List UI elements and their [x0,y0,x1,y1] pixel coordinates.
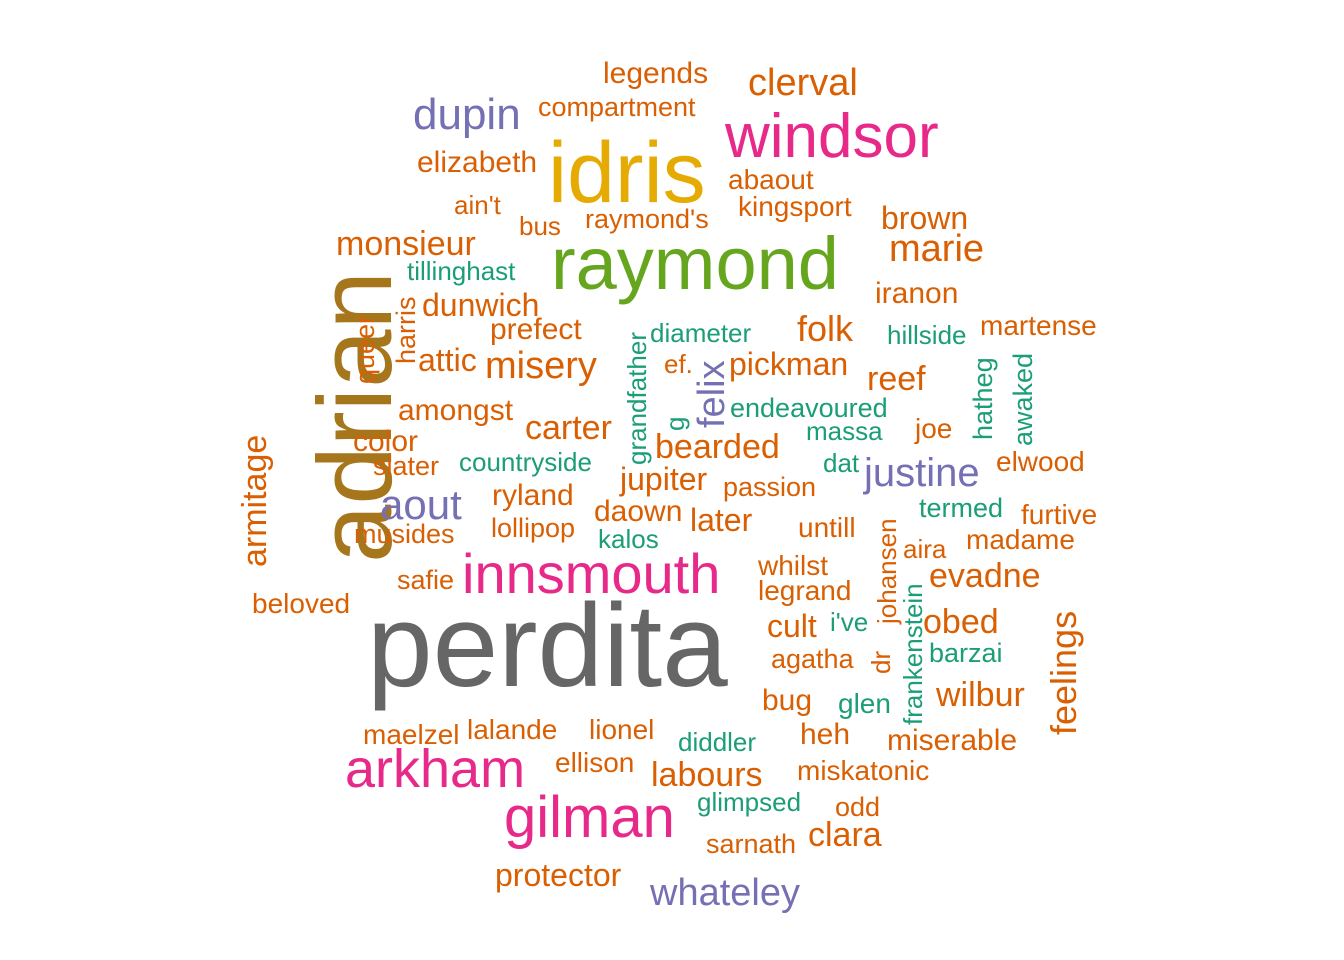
word-glen: glen [838,688,891,719]
word-arkham: arkham [345,739,526,799]
word-kingsport: kingsport [738,191,852,222]
word-whilst: whilst [758,550,829,581]
word-clara: clara [808,816,882,854]
word-barzai: barzai [929,638,1003,668]
word-furtive: furtive [1021,499,1098,530]
word-grandfather: grandfather [622,332,652,465]
word-amongst: amongst [398,394,514,427]
word-raymond: raymond [551,222,839,305]
word-carter: carter [525,409,612,447]
word-legends: legends [603,57,709,90]
word-joe: joe [915,413,953,444]
word-madame: madame [966,524,1075,555]
word-maelzel: maelzel [363,719,460,750]
word-cult: cult [767,608,817,644]
word-gilman: gilman [504,785,675,850]
word-brown: brown [881,200,969,236]
word-tillinghast: tillinghast [407,256,516,286]
word-countryside: countryside [459,447,592,477]
word-bus: bus [519,211,561,241]
word-daown: daown [594,495,683,528]
word-sarnath: sarnath [706,829,797,859]
word-ive: i've [830,607,869,637]
word-diameter: diameter [650,318,752,348]
word-reef: reef [867,360,926,398]
word-aout: aout [380,481,462,528]
word-abaout: abaout [728,164,814,195]
word-compartment: compartment [538,92,696,122]
word-folk: folk [797,308,854,349]
word-endeavoured: endeavoured [730,393,888,423]
word-armitage: armitage [236,434,274,567]
word-labours: labours [651,756,763,794]
word-felix: felix [691,360,733,428]
word-wilbur: wilbur [936,676,1025,714]
word-whateley: whateley [650,872,800,914]
word-miserable: miserable [887,724,1018,757]
word-bug: bug [762,684,813,717]
word-elwood: elwood [996,446,1085,477]
word-obed: obed [923,603,999,641]
word-passion: passion [723,472,817,502]
word-iranon: iranon [875,277,959,310]
word-slater: slater [373,451,440,481]
word-johansen: johansen [872,518,902,624]
word-clerval: clerval [748,62,858,104]
word-lionel: lionel [589,714,655,745]
word-marie: marie [889,228,985,270]
word-aint: ain't [454,190,501,220]
word-safie: safie [397,565,455,595]
word-windsor: windsor [725,102,939,171]
word-ellison: ellison [555,747,635,778]
word-diddler: diddler [678,727,757,757]
word-later: later [690,502,753,538]
word-idris: idris [548,125,706,221]
word-lalande: lalande [467,714,558,745]
word-perdita: perdita [367,580,728,712]
word-martense: martense [980,310,1097,341]
word-musides: musides [354,519,455,549]
word-aira: aira [903,534,947,564]
word-dupin: dupin [413,90,521,139]
word-dat: dat [823,448,860,478]
word-misery: misery [485,345,597,387]
word-bearded: bearded [655,428,780,466]
word-hatheg: hatheg [968,357,998,440]
word-awaked: awaked [1008,352,1038,446]
word-jupiter: jupiter [620,461,708,497]
word-kalos: kalos [598,524,659,554]
word-miskatonic: miskatonic [797,755,930,786]
word-raymonds: raymond's [585,204,709,234]
word-monsieur: monsieur [336,225,476,263]
word-prefect: prefect [490,313,582,346]
word-pickman: pickman [729,346,849,382]
word-lollipop: lollipop [491,513,576,543]
word-justine: justine [864,451,980,495]
word-ef: ef. [664,349,693,379]
word-massa: massa [806,416,883,446]
word-queer: queer [350,314,380,384]
word-ryland: ryland [492,479,574,512]
word-dunwich: dunwich [422,287,540,323]
word-feelings: feelings [1043,610,1084,735]
word-evadne: evadne [929,557,1041,595]
word-elizabeth: elizabeth [417,146,538,179]
word-odd: odd [835,792,881,822]
word-hillside: hillside [887,320,967,350]
word-beloved: beloved [252,588,351,619]
word-innsmouth: innsmouth [462,542,721,605]
word-legrand: legrand [758,575,852,606]
word-dr: dr [866,650,896,674]
word-agatha: agatha [771,644,854,674]
word-color: color [353,425,419,458]
word-glimpsed: glimpsed [697,787,802,817]
word-harris: harris [391,296,421,364]
word-termed: termed [919,493,1004,523]
word-untill: untill [798,512,856,543]
word-attic: attic [418,342,477,378]
word-protector: protector [495,857,622,893]
word-heh: heh [800,718,851,751]
